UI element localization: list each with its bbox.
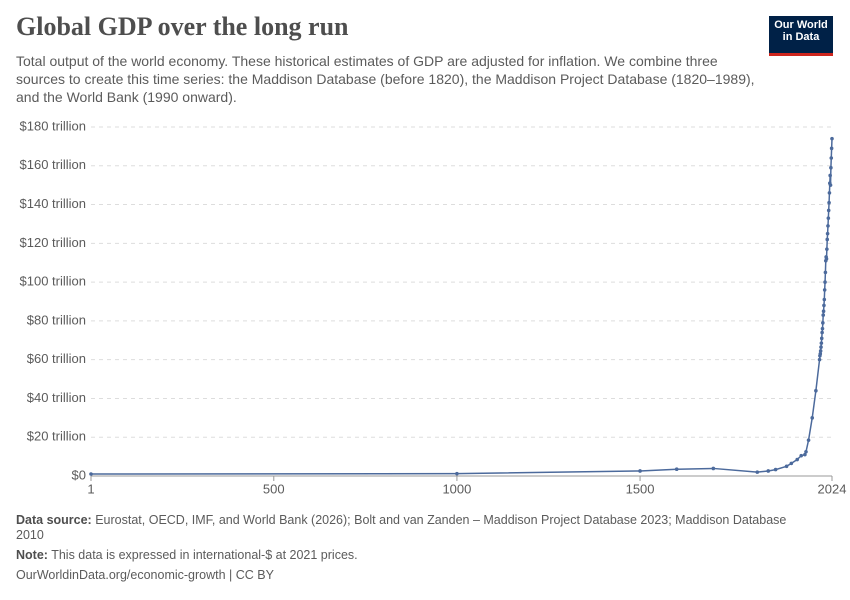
chart-subtitle: Total output of the world economy. These… [16,53,755,105]
y-tick-label: $20 trillion [27,429,86,444]
point [711,466,716,471]
line [90,138,833,475]
y-tick-label: $120 trillion [20,235,87,250]
point [818,349,823,353]
point [829,146,834,151]
point [755,470,760,474]
point [821,321,825,325]
point [814,388,818,393]
point [821,309,826,313]
source: Eurostat, OECD, IMF, and World Bank (202… [16,513,787,542]
point [810,416,815,420]
point [803,452,807,457]
point [819,345,823,349]
point [455,471,459,476]
y-tick-label: $160 trillion [20,157,87,172]
point [89,472,93,476]
y-tick-label: $180 trillion [20,118,87,133]
point [799,453,804,458]
point [674,467,679,472]
point [773,467,778,472]
point [826,216,831,220]
x-tick-label: 1000 [442,481,471,496]
point [825,231,830,236]
point [820,326,825,331]
source-line: Data source: Eurostat, OECD, IMF, and Wo… [16,513,816,543]
note-label: Note: [16,548,48,562]
point [766,469,771,473]
point [830,136,834,141]
point [822,303,826,308]
point [819,341,824,345]
y-tick-label: $0 [72,467,86,482]
logo-line: in Data [782,31,820,43]
logo-line: Our World [774,19,828,31]
url[interactable]: OurWorldinData.org/economic-growth | CC … [16,568,274,582]
point [828,183,833,187]
point [821,313,826,317]
y-tick-label: $140 trillion [20,196,87,211]
point [827,200,831,205]
y-tick-label: $40 trillion [27,390,86,405]
point [822,297,827,302]
point [789,461,794,466]
point [828,173,832,178]
x-tick-label: 2024 [818,481,847,496]
point [826,224,830,228]
point [825,237,830,242]
y-tick-label: $60 trillion [27,351,86,366]
point [817,357,822,362]
x-tick-label: 500 [263,481,285,496]
y-tick-label: $100 trillion [20,274,87,289]
point [826,208,831,213]
point [824,257,829,261]
point [829,156,834,160]
point [825,247,829,251]
y-tick-label: $80 trillion [27,312,86,327]
point [823,270,828,275]
point [795,457,800,462]
logo[interactable]: Our World in Data [769,16,833,56]
x-tick-label: 1 [87,481,94,496]
point [638,469,642,473]
point [827,191,832,195]
point [804,449,808,454]
point [822,288,827,292]
point [784,464,789,469]
point [829,165,833,170]
note-line: Note: This data is expressed in internat… [16,548,816,563]
point [819,336,824,341]
x-tick-label: 1500 [626,481,655,496]
point [818,352,823,356]
point [823,280,827,284]
point [820,330,824,335]
source-label: Data source: [16,513,92,527]
point [806,438,811,442]
note: This data is expressed in international-… [51,548,358,562]
footer: Data source: Eurostat, OECD, IMF, and Wo… [16,513,816,588]
chart-title: Global GDP over the long run [16,12,349,41]
